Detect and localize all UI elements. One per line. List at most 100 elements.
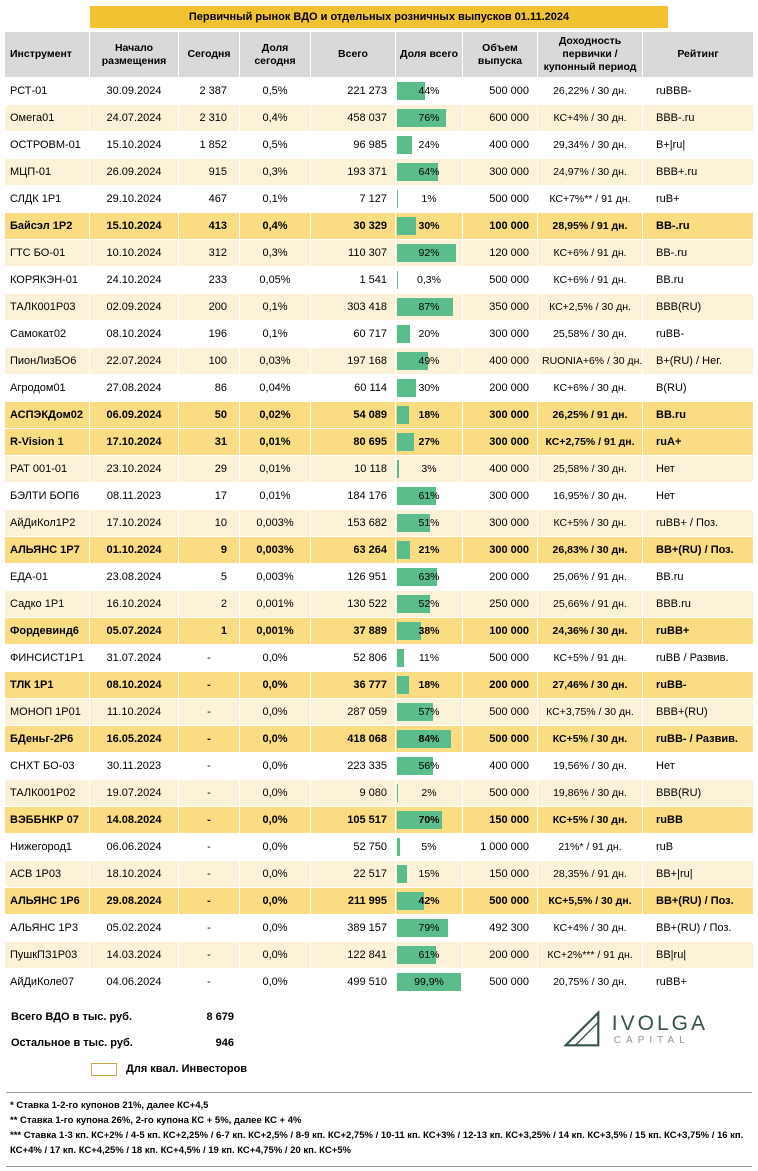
cell-total: 193 371 [311,159,395,185]
cell-rating: ruB [643,834,753,860]
cell-volume: 400 000 [463,753,537,779]
share-bar-label: 20% [397,325,461,343]
cell-volume: 300 000 [463,483,537,509]
cell-yield: КС+5% / 30 дн. [538,726,642,752]
cell-today: 50 [179,402,239,428]
cell-yield: КС+2%*** / 91 дн. [538,942,642,968]
cell-share-total: 76% [396,105,462,131]
cell-yield: КС+2,75% / 91 дн. [538,429,642,455]
cell-volume: 500 000 [463,780,537,806]
cell-today: - [179,753,239,779]
cell-share-total: 64% [396,159,462,185]
cell-start-date: 15.10.2024 [90,213,178,239]
cell-share-total: 15% [396,861,462,887]
cell-rating: ruB+ [643,186,753,212]
footnotes: * Ставка 1-2-го купонов 21%, далее КС+4,… [6,1092,752,1167]
share-bar-label: 76% [397,109,461,127]
cell-yield: КС+3,75% / 30 дн. [538,699,642,725]
table-row: АЛЬЯНС 1Р6 29.08.2024 - 0,0% 211 995 42%… [5,888,753,914]
cell-rating: ruBB / Развив. [643,645,753,671]
cell-start-date: 15.10.2024 [90,132,178,158]
cell-yield: КС+6% / 91 дн. [538,267,642,293]
cell-yield: КС+5% / 30 дн. [538,807,642,833]
cell-today: 29 [179,456,239,482]
cell-instrument: АйДиКол1Р2 [5,510,89,536]
bonds-table: Инструмент Начало размещения Сегодня Дол… [4,31,754,996]
share-bar-label: 49% [397,352,461,370]
cell-total: 221 273 [311,78,395,104]
cell-volume: 300 000 [463,510,537,536]
cell-share-total: 63% [396,564,462,590]
table-row: Самокат02 08.10.2024 196 0,1% 60 717 20%… [5,321,753,347]
table-row: МОНОП 1Р01 11.10.2024 - 0,0% 287 059 57%… [5,699,753,725]
cell-rating: BB.ru [643,402,753,428]
share-bar-track: 30% [397,217,461,235]
cell-share-today: 0,04% [240,375,310,401]
cell-share-total: 61% [396,942,462,968]
cell-total: 80 695 [311,429,395,455]
table-row: ПионЛизБО6 22.07.2024 100 0,03% 197 168 … [5,348,753,374]
cell-today: 233 [179,267,239,293]
share-bar-label: 64% [397,163,461,181]
table-row: Омега01 24.07.2024 2 310 0,4% 458 037 76… [5,105,753,131]
cell-today: - [179,942,239,968]
cell-today: 200 [179,294,239,320]
cell-share-total: 61% [396,483,462,509]
cell-volume: 500 000 [463,645,537,671]
cell-volume: 120 000 [463,240,537,266]
cell-volume: 200 000 [463,942,537,968]
cell-total: 223 335 [311,753,395,779]
cell-share-total: 42% [396,888,462,914]
cell-yield: 27,46% / 30 дн. [538,672,642,698]
share-bar-label: 44% [397,82,461,100]
cell-volume: 100 000 [463,213,537,239]
cell-total: 96 985 [311,132,395,158]
cell-instrument: ФИНСИСТ1Р1 [5,645,89,671]
cell-share-today: 0,0% [240,780,310,806]
cell-rating: B+(RU) / Нег. [643,348,753,374]
share-bar-track: 57% [397,703,461,721]
cell-today: - [179,915,239,941]
cell-instrument: АйДиКоле07 [5,969,89,995]
cell-share-total: 21% [396,537,462,563]
cell-share-total: 0,3% [396,267,462,293]
share-bar-label: 99,9% [397,973,461,991]
cell-total: 126 951 [311,564,395,590]
cell-share-total: 1% [396,186,462,212]
share-bar-track: 5% [397,838,461,856]
share-bar-track: 79% [397,919,461,937]
cell-share-total: 56% [396,753,462,779]
logo-name: IVOLGA [612,1013,708,1035]
cell-today: 10 [179,510,239,536]
ivolga-logo-text: IVOLGA CAPITAL [612,1013,708,1046]
table-row: Байсэл 1Р2 15.10.2024 413 0,4% 30 329 30… [5,213,753,239]
cell-today: 1 852 [179,132,239,158]
cell-instrument: АСПЭКДом02 [5,402,89,428]
cell-total: 303 418 [311,294,395,320]
cell-yield: КС+4% / 30 дн. [538,105,642,131]
cell-start-date: 06.06.2024 [90,834,178,860]
cell-today: - [179,861,239,887]
table-row: РАТ 001-01 23.10.2024 29 0,01% 10 118 3%… [5,456,753,482]
cell-rating: BB.ru [643,564,753,590]
table-row: ЕДА-01 23.08.2024 5 0,003% 126 951 63% 2… [5,564,753,590]
cell-rating: B+|ru| [643,132,753,158]
total-vdo-value: 8 679 [176,1011,234,1023]
cell-total: 287 059 [311,699,395,725]
cell-share-total: 70% [396,807,462,833]
footnote-3: *** Ставка 1-3 кп. КС+2% / 4-5 кп. КС+2,… [10,1129,748,1158]
table-row: АЛЬЯНС 1Р3 05.02.2024 - 0,0% 389 157 79%… [5,915,753,941]
cell-yield: 19,86% / 30 дн. [538,780,642,806]
cell-share-total: 18% [396,402,462,428]
share-bar-track: 49% [397,352,461,370]
cell-total: 37 889 [311,618,395,644]
cell-yield: RUONIA+6% / 30 дн. [538,348,642,374]
cell-volume: 300 000 [463,402,537,428]
cell-start-date: 29.08.2024 [90,888,178,914]
cell-start-date: 08.10.2024 [90,321,178,347]
cell-today: - [179,834,239,860]
share-bar-label: 61% [397,946,461,964]
share-bar-track: 44% [397,82,461,100]
cell-total: 184 176 [311,483,395,509]
cell-instrument: КОРЯКЭН-01 [5,267,89,293]
